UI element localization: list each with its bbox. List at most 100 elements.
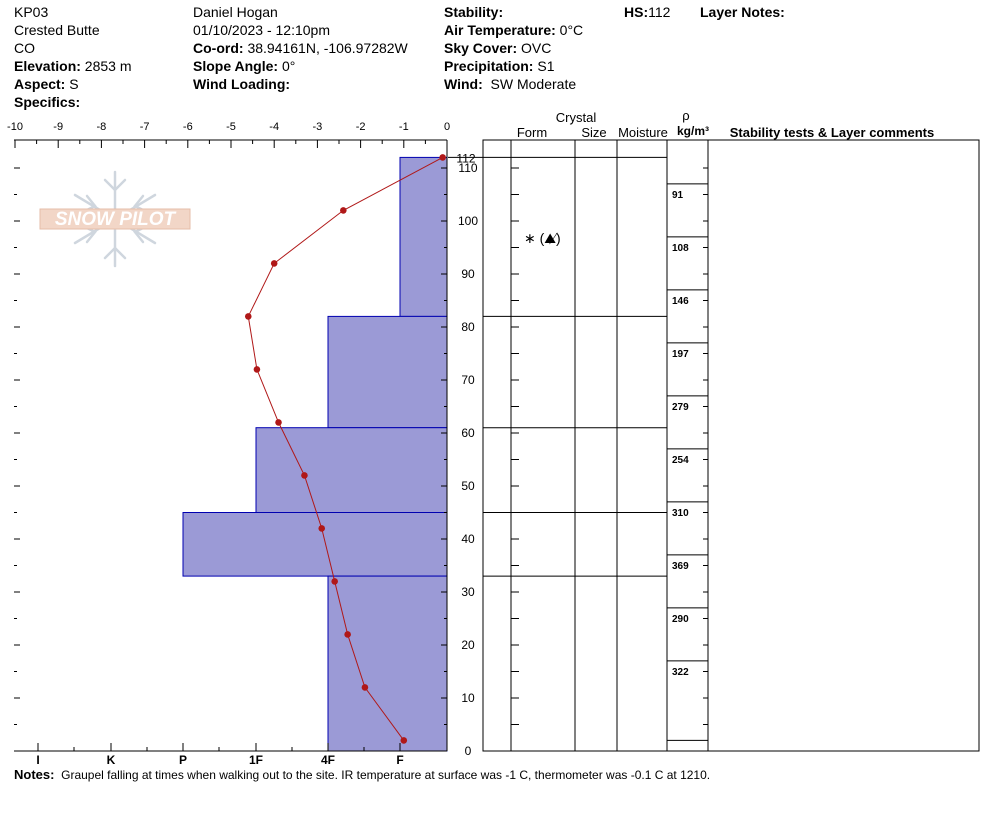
elevation: Elevation: 2853 m <box>14 57 132 75</box>
temperature-point <box>301 472 308 479</box>
form-header: Form <box>517 125 547 140</box>
height-tick-label: 10 <box>461 691 475 705</box>
coord-value: 38.94161N, -106.97282W <box>247 40 408 56</box>
snow-profile-chart: SNOW PILOT -10 -9 -8 -7 -6 -5 -4 -3 -2 -1 0I K P 1F 4F… <box>7 108 980 767</box>
temp-tick-label: -5 <box>226 121 236 133</box>
temperature-point <box>331 578 338 585</box>
temp-tick-label: -9 <box>53 121 63 133</box>
elevation-value: 2853 m <box>84 58 132 74</box>
temperature-profile <box>244 154 446 744</box>
coord-label: Co-ord: <box>193 40 244 56</box>
temp-tick-label: -2 <box>356 121 366 133</box>
wind-label: Wind: <box>444 76 483 92</box>
temp-tick-label: -4 <box>269 121 279 133</box>
coordinates: Co-ord: 38.94161N, -106.97282W <box>193 39 408 57</box>
sky-cover: Sky Cover: OVC <box>444 39 583 57</box>
hardness-label: 4F <box>321 753 335 767</box>
hs-value: 112 <box>648 4 671 20</box>
stability-label: Stability: <box>444 4 504 20</box>
layer-table: 91 108 146 197 279 254 310 369 290 322 <box>482 139 980 752</box>
height-tick-label: 40 <box>461 532 475 546</box>
hardness-label: K <box>107 753 116 767</box>
temperature-point <box>318 525 326 532</box>
temperature-axes: -10 -9 -8 -7 -6 -5 -4 -3 -2 -1 0I K P 1F 4F F0102030405… <box>7 121 483 767</box>
wind-loading-label: Wind Loading: <box>193 76 291 92</box>
hardness-bar <box>255 427 448 514</box>
moisture-header: Moisture <box>618 125 668 140</box>
temperature-point <box>361 684 369 691</box>
hardness-bar <box>327 315 448 429</box>
size-header: Size <box>581 125 606 140</box>
hardness-label: I <box>36 753 39 767</box>
density-unit-header: kg/m³ <box>677 124 709 138</box>
hardness-bar <box>182 512 448 577</box>
hardness-label: F <box>396 753 403 767</box>
location: Crested Butte <box>14 22 100 38</box>
height-tick-label: 70 <box>461 373 475 387</box>
temp-tick-label: -1 <box>399 121 409 133</box>
temp-tick-label: -7 <box>140 121 150 133</box>
hs-label: HS: <box>624 4 649 20</box>
height-tick-label: 100 <box>458 214 478 228</box>
crystal-form-symbol: ∗ (⛰̸) <box>524 230 561 246</box>
stability-comments-header: Stability tests & Layer comments <box>730 125 934 140</box>
temperature-point <box>344 631 351 638</box>
height-tick-label: 90 <box>461 267 475 281</box>
hardness-bar <box>399 156 448 317</box>
temperature-line <box>247 156 443 741</box>
temp-tick-label: -6 <box>183 121 193 133</box>
air-temp-label: Air Temperature: <box>444 22 556 38</box>
table-frame <box>482 139 980 752</box>
temperature-point <box>275 419 282 426</box>
precip-value: S1 <box>537 58 555 74</box>
height-tick-label: 0 <box>465 744 472 758</box>
state: CO <box>14 40 35 56</box>
logo-text: SNOW PILOT <box>55 209 177 230</box>
hardness-bar <box>327 575 448 752</box>
rho-header: ρ <box>682 108 689 123</box>
elevation-label: Elevation: <box>14 58 81 74</box>
temp-tick-label: -3 <box>313 121 323 133</box>
aspect-label: Aspect: <box>14 76 66 92</box>
temp-tick-label: -10 <box>7 121 23 133</box>
slope-angle: Slope Angle: 0° <box>193 57 408 75</box>
specifics-label: Specifics: <box>14 94 81 110</box>
temperature-point <box>400 737 408 744</box>
slope-label: Slope Angle: <box>193 58 279 74</box>
height-tick-label: 80 <box>461 320 475 334</box>
density-value: 290 <box>672 614 689 625</box>
hs-tick-label: 112 <box>456 151 475 165</box>
notes-label: Notes: <box>14 767 55 782</box>
height-tick-label: 110 <box>458 161 477 175</box>
height-tick-label: 60 <box>461 426 475 440</box>
wind: Wind: SW Moderate <box>444 75 583 93</box>
snowpilot-logo: SNOW PILOT <box>39 170 191 268</box>
wind-value: SW Moderate <box>490 76 577 92</box>
sky-value: OVC <box>521 40 552 56</box>
height-tick-label: 30 <box>461 585 475 599</box>
temperature-point <box>270 260 278 267</box>
temperature-point <box>340 207 347 214</box>
observer: Daniel Hogan <box>193 4 278 20</box>
notes: Notes: Graupel falling at times when wal… <box>14 766 710 784</box>
hardness-label: P <box>179 753 187 767</box>
height-tick-label: 20 <box>461 638 475 652</box>
hardness-label: 1F <box>249 753 263 767</box>
height-tick-label: 50 <box>461 479 475 493</box>
hs: HS:112 <box>624 3 670 21</box>
precip-label: Precipitation: <box>444 58 534 74</box>
air-temperature: Air Temperature: 0°C <box>444 21 583 39</box>
sky-label: Sky Cover: <box>444 40 518 56</box>
hardness-profile <box>182 156 448 752</box>
slope-value: 0° <box>281 58 296 74</box>
density-value: 91 <box>672 190 684 201</box>
density-value: 108 <box>672 243 689 254</box>
aspect: Aspect: S <box>14 75 132 93</box>
density-value: 279 <box>672 402 689 413</box>
temperature-point <box>253 366 261 373</box>
notes-text: Graupel falling at times when walking ou… <box>61 768 711 782</box>
aspect-value: S <box>69 76 79 92</box>
temp-tick-label: -8 <box>97 121 107 133</box>
crystal-header: Crystal <box>556 110 597 125</box>
density-value: 197 <box>672 349 689 360</box>
